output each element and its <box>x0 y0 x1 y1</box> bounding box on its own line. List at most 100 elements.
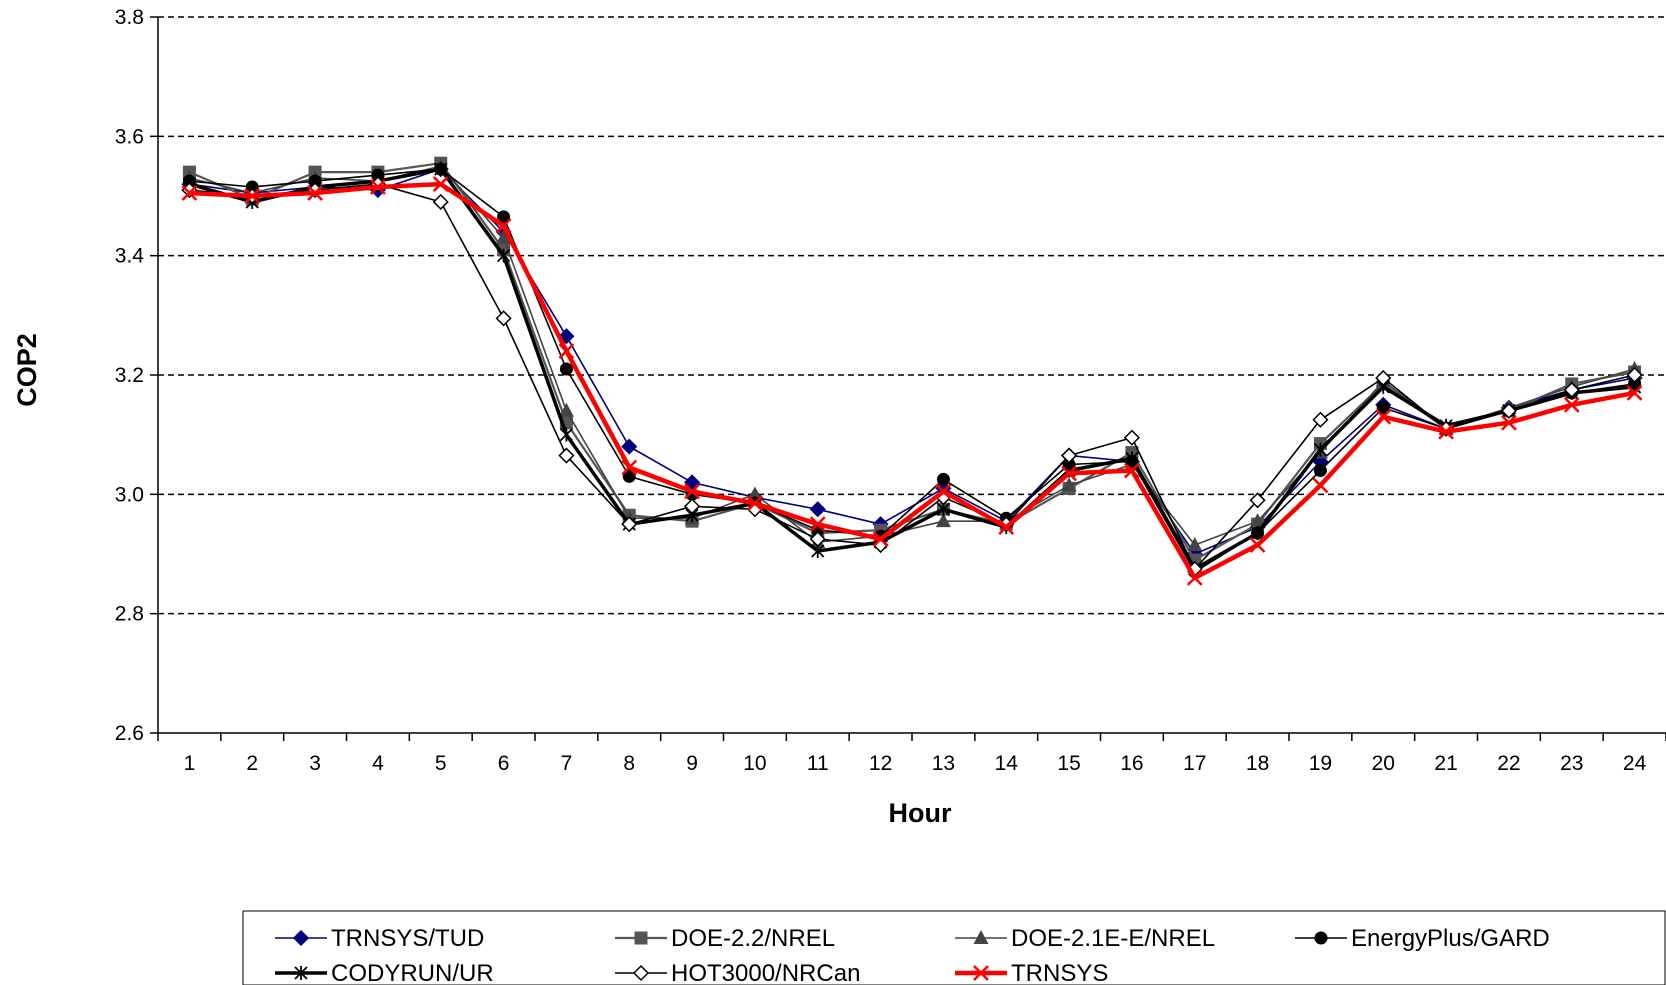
data-point-hot3000-nrcan <box>621 516 638 533</box>
series-line-trnsys <box>189 181 1636 581</box>
series-line-trnsys-tud <box>189 168 1635 555</box>
data-point-codyrun-ur <box>559 427 574 442</box>
data-point-codyrun-ur <box>496 248 511 263</box>
data-point-doe-2-1e-e-nrel <box>1187 537 1203 552</box>
y-tick-label: 3.4 <box>115 245 145 268</box>
x-tick-label: 14 <box>995 752 1019 775</box>
y-tick-label: 3.0 <box>115 483 144 506</box>
x-tick-label: 13 <box>932 752 955 775</box>
legend-item-codyrun-ur: CODYRUN/UR <box>275 960 494 985</box>
data-point-trnsys <box>1563 396 1580 413</box>
data-point-hot3000-nrcan <box>432 193 449 211</box>
data-point-trnsys <box>244 188 261 204</box>
legend-item-trnsys: TRNSYS <box>955 960 1108 985</box>
data-point-hot3000-nrcan <box>1626 366 1643 384</box>
legend-swatch-marker <box>634 931 648 945</box>
data-point-trnsys <box>998 519 1015 536</box>
legend-item-doe-2-2-nrel: DOE-2.2/NREL <box>615 925 835 952</box>
data-point-energyplus-gard <box>245 180 259 194</box>
legend-label: TRNSYS <box>1011 960 1108 985</box>
data-point-hot3000-nrcan <box>495 310 512 327</box>
x-tick-label: 20 <box>1372 752 1395 775</box>
data-point-energyplus-gard <box>559 362 573 376</box>
series-lines <box>181 156 1643 586</box>
data-point-hot3000-nrcan <box>1249 492 1266 509</box>
legend-swatch-marker <box>292 929 310 947</box>
data-point-trnsys <box>1186 569 1203 586</box>
x-tick-label: 4 <box>372 752 384 775</box>
x-tick-label: 22 <box>1497 752 1520 775</box>
x-tick-label: 7 <box>561 752 573 775</box>
data-point-trnsys <box>935 483 952 500</box>
x-tick-label: 9 <box>686 752 698 775</box>
x-tick-label: 5 <box>435 752 447 775</box>
data-point-trnsys <box>181 185 198 201</box>
data-point-trnsys-tud <box>621 438 638 455</box>
data-point-trnsys <box>684 483 700 500</box>
series-line-doe-2-1e-e-nrel <box>189 165 1635 546</box>
data-point-hot3000-nrcan <box>1123 429 1140 446</box>
x-tick-label: 10 <box>743 752 766 775</box>
data-point-trnsys <box>621 459 638 476</box>
legend-swatch-marker <box>973 965 989 981</box>
data-point-codyrun-ur <box>1250 526 1265 541</box>
data-point-trnsys <box>1124 462 1140 479</box>
data-point-trnsys-tud <box>809 501 826 518</box>
legend-item-doe-2-1e-e-nrel: DOE-2.1E-E/NREL <box>955 925 1215 952</box>
x-tick-label: 6 <box>498 752 510 775</box>
data-point-trnsys <box>809 516 826 533</box>
data-point-trnsys <box>370 179 386 195</box>
data-point-hot3000-nrcan <box>1312 411 1329 428</box>
gridlines <box>158 16 1666 615</box>
legend-swatch-marker <box>294 966 308 980</box>
x-tick-label: 19 <box>1309 752 1332 775</box>
x-tick-label: 15 <box>1057 752 1080 775</box>
y-tick-label: 3.2 <box>115 364 144 387</box>
series-line-energyplus-gard <box>189 168 1635 573</box>
x-tick-label: 17 <box>1183 752 1206 775</box>
legend-item-energyplus-gard: EnergyPlus/GARD <box>1295 925 1550 952</box>
data-point-doe-2-1e-e-nrel <box>935 513 951 528</box>
series-line-codyrun-ur <box>188 167 1635 571</box>
x-tick-labels: 1 2 3 4 5 6 7 8 9 10 11 12 13 14 15 16 17 18 19 20 21 22 23 24 <box>184 752 1647 775</box>
x-tick-label: 3 <box>309 752 321 775</box>
series-trnsys <box>181 176 1643 586</box>
data-point-trnsys <box>1501 414 1517 431</box>
data-point-hot3000-nrcan <box>684 498 701 515</box>
data-point-trnsys <box>1438 423 1454 440</box>
x-axis-title: Hour <box>889 798 952 828</box>
data-point-doe-2-1e-e-nrel <box>496 229 512 244</box>
x-tick-label: 2 <box>246 752 258 775</box>
y-tick-label: 3.6 <box>115 125 144 148</box>
data-point-codyrun-ur <box>434 162 448 177</box>
data-point-doe-2-1e-e-nrel <box>1250 513 1266 528</box>
series-trnsys-tud <box>181 161 1643 563</box>
series-line-doe-2-2-nrel <box>188 162 1635 562</box>
legend-box <box>242 910 1666 985</box>
data-point-energyplus-gard <box>936 472 950 486</box>
x-tick-label: 16 <box>1120 752 1143 775</box>
data-point-trnsys <box>872 531 889 547</box>
x-tick-label: 18 <box>1246 752 1269 775</box>
x-tick-label: 11 <box>807 752 829 775</box>
data-point-energyplus-gard <box>1313 463 1327 477</box>
data-point-trnsys <box>1375 408 1392 425</box>
y-tick-label: 3.8 <box>115 6 144 29</box>
legend-item-hot3000-nrcan: HOT3000/NRCan <box>615 960 860 985</box>
data-point-energyplus-gard <box>622 469 636 483</box>
legend-item-trnsys-tud: TRNSYS/TUD <box>275 925 484 952</box>
data-point-hot3000-nrcan <box>558 447 575 464</box>
data-point-trnsys <box>1061 465 1077 482</box>
data-point-doe-2-1e-e-nrel <box>747 486 763 501</box>
x-tick-label: 1 <box>184 752 196 775</box>
legend-label: HOT3000/NRCan <box>671 960 860 985</box>
legend-swatch-marker <box>1314 931 1328 945</box>
data-point-hot3000-nrcan <box>1061 447 1078 464</box>
y-tick-label: 2.8 <box>115 603 144 626</box>
legend: TRNSYS/TUD DOE-2.2/NREL DOE-2.1E-E/NREL Ene… <box>242 910 1666 985</box>
x-tick-label: 23 <box>1560 752 1583 775</box>
x-tick-label: 21 <box>1434 752 1457 775</box>
data-point-trnsys <box>1249 537 1266 553</box>
legend-label: DOE-2.2/NREL <box>671 925 835 952</box>
series-doe-2-1e-e-nrel <box>181 158 1643 552</box>
